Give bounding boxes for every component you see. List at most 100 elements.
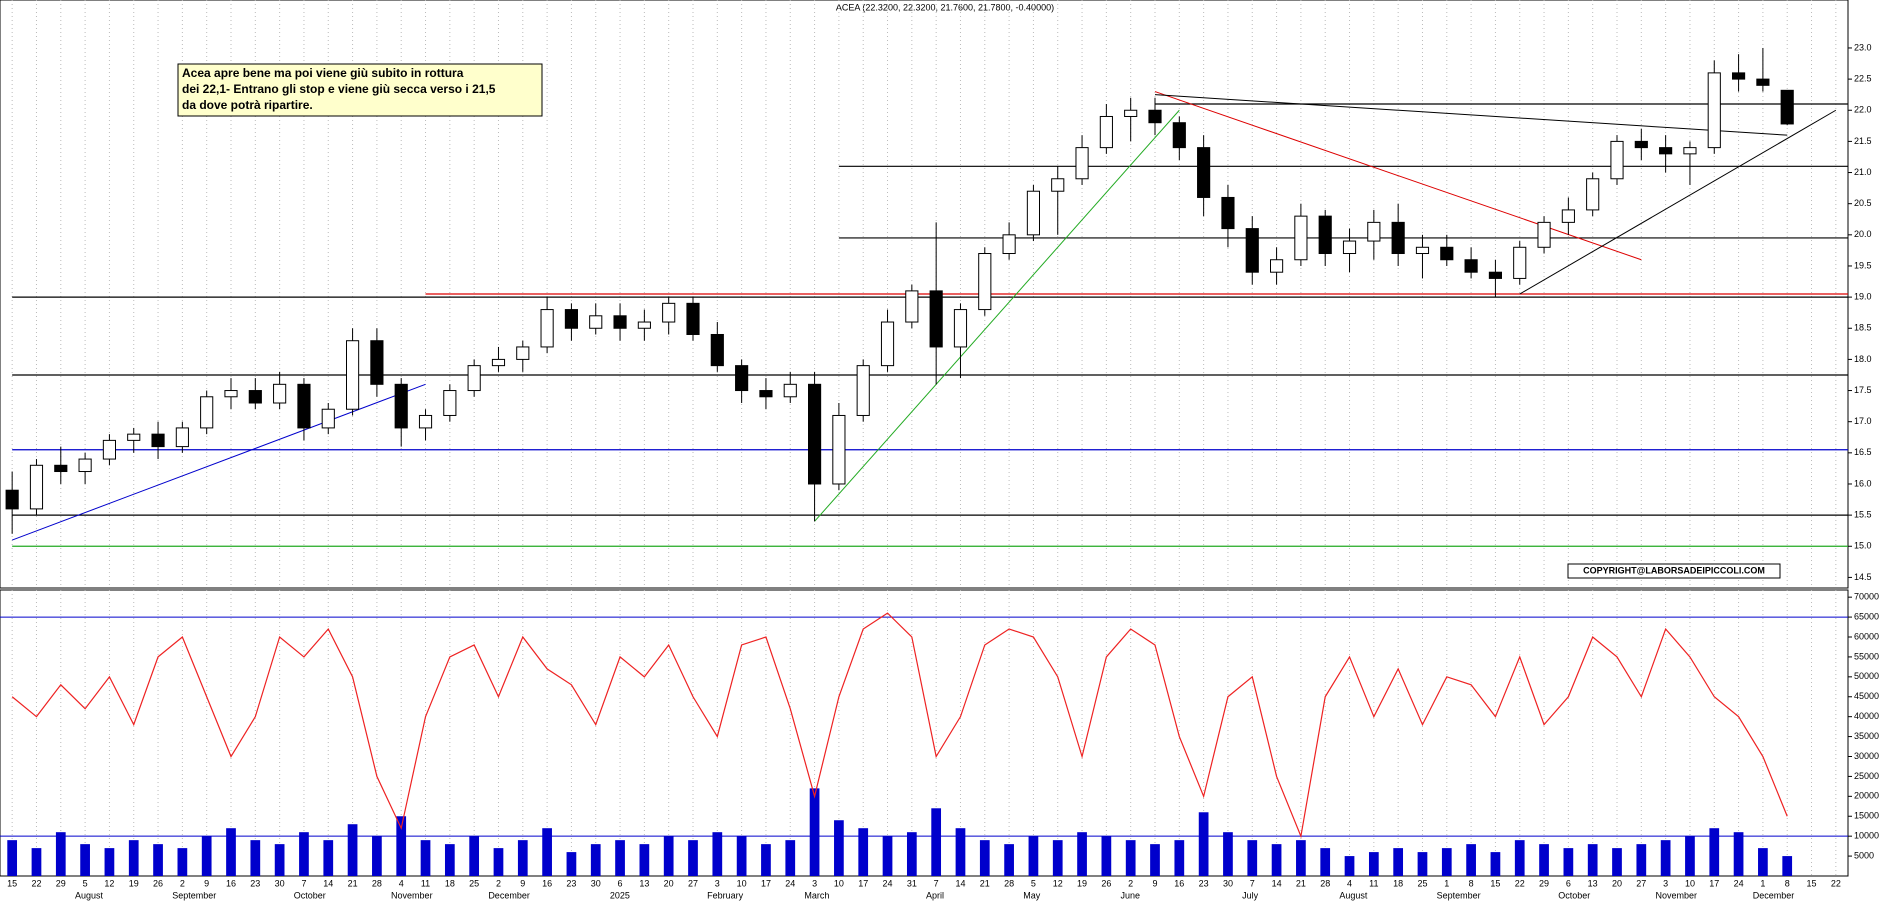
x-tick-label: 31 xyxy=(907,878,917,888)
volume-bar xyxy=(1028,836,1039,876)
x-month-label: August xyxy=(75,890,104,900)
candle-body xyxy=(929,290,943,348)
candle-body xyxy=(491,358,506,367)
oscillator-line xyxy=(11,612,1788,839)
volume-bar xyxy=(1393,848,1404,876)
candle-body xyxy=(637,321,651,329)
x-tick-label: 10 xyxy=(1685,878,1695,888)
x-month-label: October xyxy=(294,890,326,900)
y-tick-label: 40000 xyxy=(1854,711,1879,721)
volume-bar xyxy=(615,840,625,876)
annotation-text: dei 22,1- Entrano gli stop e viene giù s… xyxy=(182,82,496,96)
x-month-label: September xyxy=(1437,890,1481,900)
x-tick-label: 6 xyxy=(618,878,623,888)
candle-body xyxy=(759,390,773,398)
candle-body xyxy=(1683,147,1697,155)
candle-body xyxy=(856,365,870,416)
x-tick-label: 16 xyxy=(542,878,552,888)
y-tick-label: 16.5 xyxy=(1854,447,1872,457)
candle-body xyxy=(1610,140,1624,180)
x-tick-label: 26 xyxy=(1101,878,1111,888)
candle-body xyxy=(1270,259,1284,273)
x-tick-label: 27 xyxy=(1636,878,1646,888)
x-tick-label: 9 xyxy=(520,878,525,888)
volume-bar xyxy=(1417,852,1428,876)
volume-bar xyxy=(1125,840,1136,876)
chart-title: ACEA (22.3200, 22.3200, 21.7600, 21.7800… xyxy=(836,2,1054,12)
x-tick-label: 20 xyxy=(1612,878,1622,888)
candle-body xyxy=(832,414,846,485)
volume-bar xyxy=(979,840,990,876)
candle-body xyxy=(808,383,822,485)
volume-bar xyxy=(1758,848,1768,876)
x-month-label: May xyxy=(1023,890,1041,900)
candle-body xyxy=(54,464,68,473)
volume-bar xyxy=(542,828,552,876)
volume-bar xyxy=(469,836,480,876)
volume-bar xyxy=(177,848,188,876)
candle-body xyxy=(1099,115,1113,149)
volume-bar xyxy=(55,832,66,876)
volume-bar xyxy=(1077,832,1087,876)
x-tick-label: 11 xyxy=(421,878,430,888)
x-tick-label: 7 xyxy=(1250,878,1255,888)
x-month-label: April xyxy=(926,890,944,900)
volume-bar xyxy=(663,836,674,876)
y-tick-label: 15.0 xyxy=(1854,541,1872,551)
volume-bar xyxy=(250,840,261,876)
candle-body xyxy=(1367,221,1381,242)
candle-body xyxy=(978,253,992,311)
candle-body xyxy=(5,489,19,510)
y-tick-label: 19.0 xyxy=(1854,291,1872,301)
volume-bar xyxy=(1466,844,1476,876)
volume-bar xyxy=(688,840,698,876)
x-tick-label: 24 xyxy=(1734,878,1744,888)
x-tick-label: 10 xyxy=(834,878,844,888)
volume-bar xyxy=(80,844,90,876)
volume-bar xyxy=(1636,844,1647,876)
candle-body xyxy=(321,408,335,429)
candle-body xyxy=(1318,215,1332,255)
candle-body xyxy=(1075,147,1089,180)
x-tick-label: 6 xyxy=(1566,878,1571,888)
volume-bar xyxy=(226,828,236,876)
candle-body xyxy=(1172,122,1186,149)
x-tick-label: 1 xyxy=(1444,878,1449,888)
x-tick-label: 12 xyxy=(104,878,114,888)
volume-bar xyxy=(1733,832,1744,876)
candle-body xyxy=(1124,109,1138,117)
x-tick-label: 20 xyxy=(664,878,674,888)
x-tick-label: 12 xyxy=(1053,878,1063,888)
x-tick-label: 22 xyxy=(1831,878,1841,888)
x-tick-label: 30 xyxy=(1223,878,1233,888)
candle-body xyxy=(1294,215,1308,261)
candle-body xyxy=(200,396,214,429)
x-tick-label: 13 xyxy=(639,878,649,888)
volume-bar xyxy=(736,836,747,876)
x-tick-label: 27 xyxy=(688,878,698,888)
candle-body xyxy=(1221,196,1235,230)
x-tick-label: 4 xyxy=(399,878,404,888)
x-tick-label: 29 xyxy=(1539,878,1549,888)
x-tick-label: 8 xyxy=(1469,878,1474,888)
candle-body xyxy=(564,309,578,329)
x-tick-label: 11 xyxy=(1369,878,1378,888)
x-month-label: November xyxy=(1655,890,1697,900)
y-tick-label: 22.0 xyxy=(1854,105,1872,115)
candle-body xyxy=(686,302,700,335)
candle-body xyxy=(1415,246,1430,255)
y-tick-label: 18.5 xyxy=(1854,323,1872,333)
x-tick-label: 7 xyxy=(301,878,306,888)
y-tick-label: 18.0 xyxy=(1854,354,1872,364)
candle-body xyxy=(224,390,238,398)
x-tick-label: 14 xyxy=(1272,878,1282,888)
volume-bar xyxy=(420,840,431,876)
x-tick-label: 2 xyxy=(1128,878,1133,888)
candle-body xyxy=(1780,89,1794,125)
x-month-label: October xyxy=(1558,890,1590,900)
candle-body xyxy=(370,340,384,385)
x-tick-label: 30 xyxy=(275,878,285,888)
candle-body xyxy=(248,390,262,404)
volume-bar xyxy=(1612,848,1622,876)
